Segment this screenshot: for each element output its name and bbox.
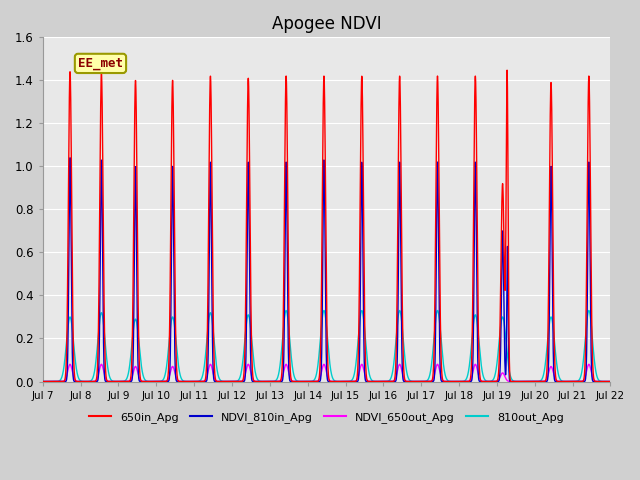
Title: Apogee NDVI: Apogee NDVI [272, 15, 381, 33]
Text: EE_met: EE_met [78, 57, 123, 70]
Legend: 650in_Apg, NDVI_810in_Apg, NDVI_650out_Apg, 810out_Apg: 650in_Apg, NDVI_810in_Apg, NDVI_650out_A… [84, 408, 568, 428]
